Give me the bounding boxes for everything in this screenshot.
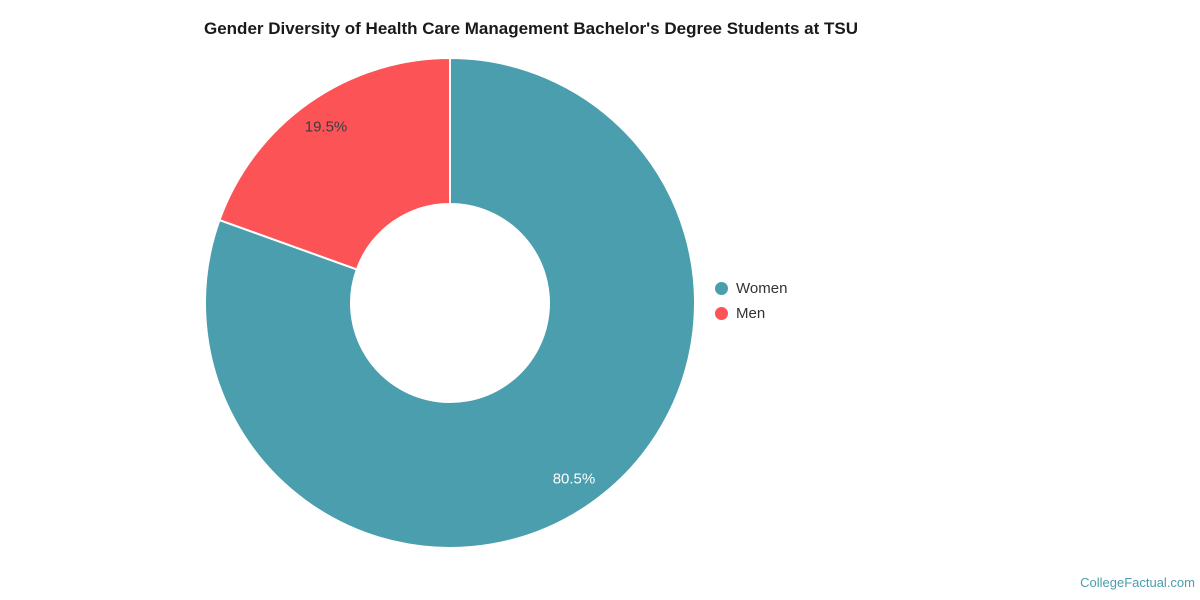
slice-label-men: 19.5% (304, 118, 348, 136)
pie-slice-men[interactable] (218, 57, 451, 271)
legend-label-women: Women (736, 279, 788, 297)
legend-item-men[interactable]: Men (715, 303, 787, 323)
slice-label-women: 80.5% (552, 470, 596, 488)
legend-marker-men (715, 306, 728, 320)
watermark-link[interactable]: CollegeFactual.com (1080, 575, 1195, 590)
pie-slice-women[interactable] (204, 57, 696, 549)
legend-marker-women (715, 281, 728, 295)
chart-title: Gender Diversity of Health Care Manageme… (203, 19, 859, 38)
legend: Women Men (715, 278, 787, 323)
legend-item-women[interactable]: Women (715, 278, 787, 298)
legend-label-men: Men (736, 304, 766, 322)
